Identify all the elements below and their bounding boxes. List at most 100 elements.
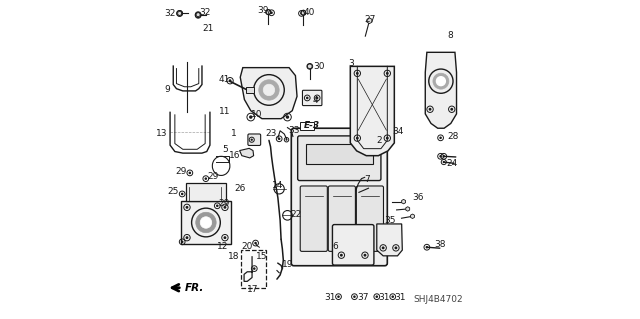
Text: SHJ4B4702: SHJ4B4702 [413, 295, 463, 304]
Circle shape [439, 137, 442, 139]
Polygon shape [377, 224, 403, 256]
Polygon shape [178, 11, 182, 16]
Circle shape [316, 97, 319, 99]
Circle shape [186, 236, 188, 239]
Circle shape [253, 267, 255, 270]
Text: 2: 2 [377, 137, 383, 145]
Text: 21: 21 [202, 24, 213, 33]
Circle shape [181, 241, 184, 243]
Text: 4: 4 [313, 96, 319, 105]
Text: 19: 19 [282, 260, 294, 269]
Circle shape [394, 246, 397, 249]
Text: 31: 31 [324, 293, 335, 302]
Text: 35: 35 [385, 216, 396, 225]
Text: 1: 1 [231, 130, 237, 138]
Bar [241, 250, 266, 288]
Text: 31: 31 [394, 293, 406, 302]
Text: FR.: FR. [184, 283, 204, 293]
Polygon shape [301, 10, 306, 15]
Text: 18: 18 [228, 252, 239, 261]
Text: 39: 39 [257, 6, 269, 15]
Circle shape [278, 137, 280, 140]
FancyBboxPatch shape [181, 201, 230, 244]
Circle shape [340, 254, 343, 256]
Polygon shape [411, 214, 415, 219]
Circle shape [197, 14, 200, 17]
Circle shape [251, 138, 253, 141]
Circle shape [439, 155, 442, 158]
Text: 32: 32 [200, 8, 211, 17]
Text: 27: 27 [365, 15, 376, 24]
Text: 5: 5 [222, 145, 228, 154]
Circle shape [376, 295, 378, 298]
Text: 13: 13 [156, 130, 168, 138]
Text: 32: 32 [164, 9, 176, 18]
FancyBboxPatch shape [248, 134, 260, 145]
FancyBboxPatch shape [291, 128, 387, 266]
Circle shape [436, 77, 445, 85]
Text: 25: 25 [168, 187, 179, 196]
FancyBboxPatch shape [300, 186, 327, 251]
Text: 29: 29 [208, 172, 219, 181]
Text: 9: 9 [164, 85, 170, 94]
Text: 41: 41 [219, 75, 230, 84]
Circle shape [270, 11, 273, 14]
Text: 29: 29 [175, 167, 187, 176]
Circle shape [179, 12, 181, 15]
Circle shape [223, 236, 227, 239]
Polygon shape [196, 12, 200, 17]
Text: 7: 7 [364, 175, 370, 184]
Circle shape [308, 65, 311, 68]
Text: 33: 33 [288, 126, 300, 135]
Text: 37: 37 [358, 293, 369, 302]
Polygon shape [308, 64, 312, 69]
Circle shape [306, 97, 308, 99]
Text: 34: 34 [393, 127, 404, 136]
Circle shape [443, 161, 445, 163]
Circle shape [386, 72, 388, 75]
Text: 15: 15 [255, 252, 267, 261]
Circle shape [392, 295, 394, 298]
Circle shape [285, 139, 287, 141]
Bar [246, 87, 254, 93]
Circle shape [197, 13, 200, 16]
Polygon shape [266, 10, 271, 15]
Polygon shape [402, 199, 406, 204]
Circle shape [200, 217, 212, 228]
Circle shape [429, 108, 431, 111]
Text: 38: 38 [434, 241, 445, 249]
Circle shape [263, 84, 275, 96]
Circle shape [254, 242, 257, 244]
FancyBboxPatch shape [300, 122, 314, 130]
Polygon shape [425, 52, 456, 128]
Text: 8: 8 [447, 31, 453, 40]
Circle shape [223, 206, 227, 209]
Circle shape [186, 206, 188, 209]
Circle shape [267, 11, 269, 13]
Circle shape [451, 108, 453, 111]
Text: E-3: E-3 [304, 121, 320, 130]
Text: 12: 12 [218, 242, 228, 251]
Polygon shape [350, 66, 394, 156]
Circle shape [442, 155, 445, 158]
Text: 28: 28 [447, 132, 459, 141]
Bar [186, 183, 226, 201]
Text: 29: 29 [218, 199, 230, 208]
Polygon shape [406, 207, 410, 211]
Circle shape [189, 172, 191, 174]
Circle shape [386, 137, 388, 139]
Text: 3: 3 [349, 59, 355, 68]
Circle shape [259, 80, 279, 100]
Circle shape [356, 137, 359, 139]
Polygon shape [240, 68, 297, 119]
Text: 14: 14 [271, 181, 283, 190]
Text: 26: 26 [234, 184, 246, 193]
Text: 10: 10 [250, 110, 262, 119]
Circle shape [302, 11, 305, 14]
FancyBboxPatch shape [298, 136, 381, 181]
Circle shape [285, 115, 289, 119]
Circle shape [337, 295, 340, 298]
Text: 6: 6 [333, 242, 339, 251]
Text: 36: 36 [412, 193, 424, 202]
FancyBboxPatch shape [303, 90, 322, 106]
